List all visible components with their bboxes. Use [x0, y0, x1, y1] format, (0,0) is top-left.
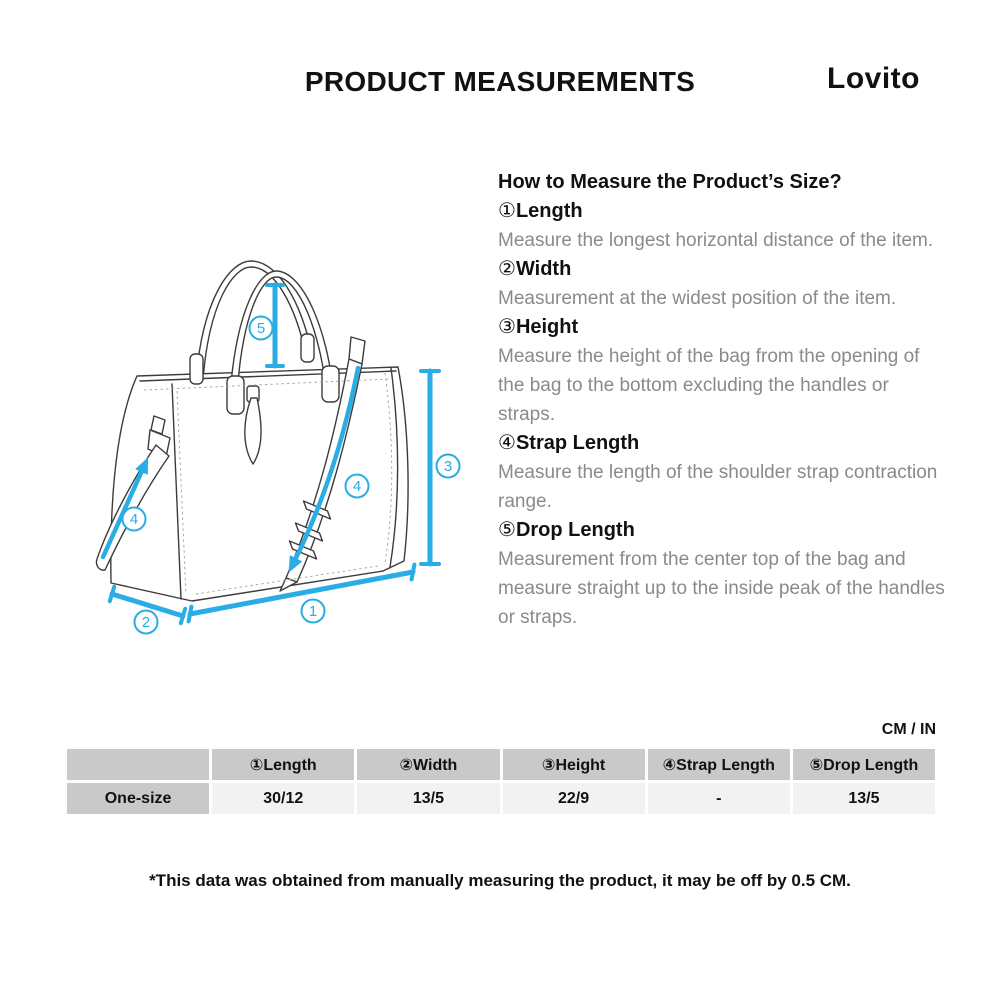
guide-item-label: Height	[515, 316, 579, 338]
guide-item-desc: Measurement at the widest position of th…	[498, 288, 897, 309]
svg-text:1: 1	[309, 603, 317, 620]
table-cell-height-value: 22/9	[502, 783, 645, 814]
circled-number: ④	[498, 432, 516, 454]
guide-item-label: Length	[515, 200, 583, 222]
marker-drop-length: 5	[248, 315, 274, 341]
table-header-height: ③Height	[502, 749, 645, 780]
guide-item-title: ④Strap Length	[498, 429, 950, 458]
guide-item-desc: Measure the height of the bag from the o…	[498, 346, 920, 425]
guide-item-width: ②Width Measurement at the widest positio…	[498, 255, 950, 313]
svg-text:4: 4	[130, 511, 138, 528]
guide-item-strap-length: ④Strap Length Measure the length of the …	[498, 429, 950, 516]
circled-number: ①	[498, 200, 516, 222]
table-cell-strap-value: -	[647, 783, 790, 814]
svg-text:4: 4	[353, 478, 361, 495]
table-header-width: ②Width	[357, 749, 500, 780]
bag-measurement-diagram: 5 3 4 4 1 2	[95, 260, 461, 635]
table-cell-length-value: 30/12	[212, 783, 355, 814]
bag-outline	[95, 260, 409, 602]
circled-number: ②	[498, 258, 516, 280]
guide-item-length: ①Length Measure the longest horizontal d…	[498, 197, 950, 255]
table-header-drop-length: ⑤Drop Length	[792, 749, 935, 780]
svg-text:5: 5	[257, 320, 265, 337]
guide-item-title: ⑤Drop Length	[498, 516, 950, 545]
circled-number: ③	[498, 316, 516, 338]
brand-logo: Lovito	[827, 62, 920, 95]
bag-teardrop-ornament	[244, 397, 262, 465]
guide-item-label: Drop Length	[515, 519, 635, 541]
guide-item-desc: Measure the length of the shoulder strap…	[498, 462, 938, 512]
size-table: ①Length ②Width ③Height ④Strap Length ⑤Dr…	[67, 749, 935, 814]
measure-height-line	[419, 368, 441, 567]
guide-item-title: ②Width	[498, 255, 950, 284]
measurement-annotations	[100, 282, 441, 626]
stitch-lines	[143, 372, 393, 595]
svg-text:3: 3	[444, 458, 452, 475]
guide-item-title: ①Length	[498, 197, 950, 226]
marker-length: 1	[300, 598, 326, 624]
circled-number: ⑤	[498, 519, 516, 541]
marker-height: 3	[435, 453, 461, 479]
guide-item-title: ③Height	[498, 313, 950, 342]
measure-strap-arrow-right	[288, 365, 361, 573]
guide-item-label: Width	[515, 258, 572, 280]
units-label: CM / IN	[881, 721, 936, 738]
guide-item-drop-length: ⑤Drop Length Measurement from the center…	[498, 516, 950, 632]
table-header-length: ①Length	[212, 749, 355, 780]
guide-item-desc: Measure the longest horizontal distance …	[498, 230, 934, 251]
page-title: PRODUCT MEASUREMENTS	[304, 66, 696, 97]
marker-strap-right: 4	[344, 473, 370, 499]
guide-item-label: Strap Length	[515, 432, 640, 454]
table-header-strap-length: ④Strap Length	[647, 749, 790, 780]
table-header-empty	[67, 749, 210, 780]
guide-heading: How to Measure the Product’s Size?	[498, 171, 842, 193]
measure-drop-length-line	[265, 282, 285, 369]
guide-item-height: ③Height Measure the height of the bag fr…	[498, 313, 950, 429]
svg-text:2: 2	[142, 614, 150, 631]
measure-length-line	[186, 562, 417, 624]
measure-strap-arrow-left	[100, 457, 149, 560]
measure-width-line	[107, 584, 188, 626]
guide-item-desc: Measurement from the center top of the b…	[498, 549, 945, 628]
marker-width: 2	[133, 609, 159, 635]
footnote: *This data was obtained from manually me…	[149, 871, 851, 890]
measurement-markers: 5 3 4 4 1 2	[121, 315, 461, 635]
measure-guide: How to Measure the Product’s Size? ①Leng…	[498, 168, 950, 632]
table-cell-size: One-size	[67, 783, 210, 814]
table-cell-drop-value: 13/5	[792, 783, 935, 814]
marker-strap-left: 4	[121, 506, 147, 532]
table-cell-width-value: 13/5	[357, 783, 500, 814]
